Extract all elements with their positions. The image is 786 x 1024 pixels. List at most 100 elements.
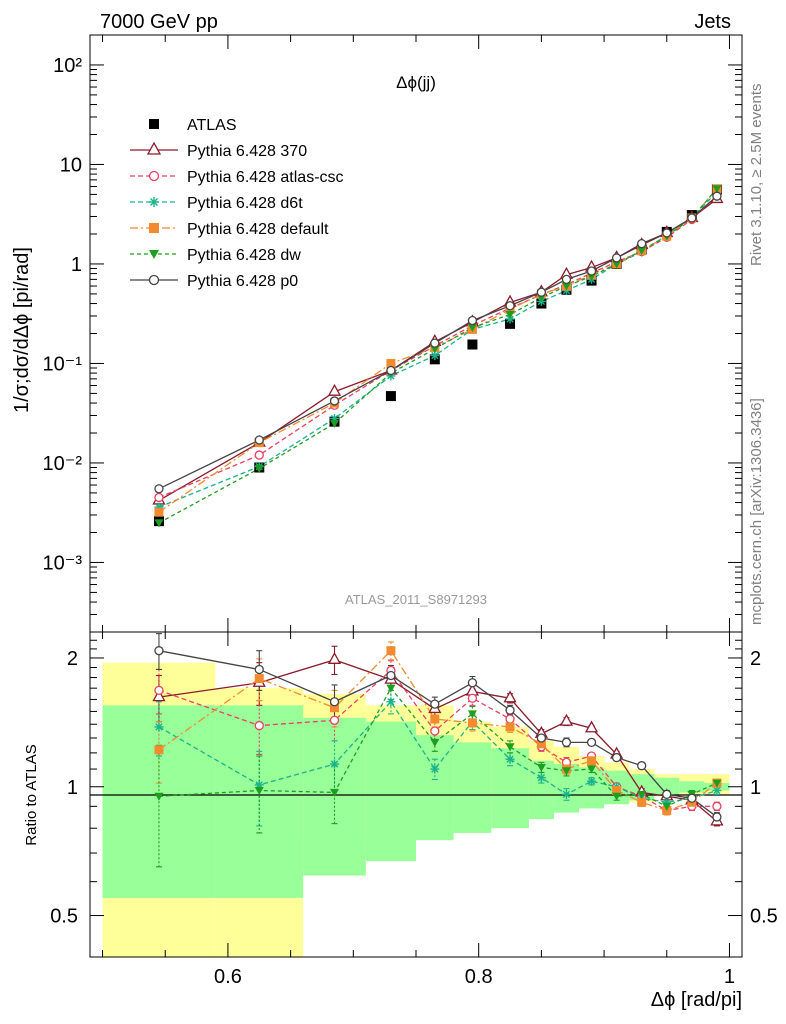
series-line-pythia-6-428-dw	[158, 188, 718, 524]
data-point-pythia-6-428-p0	[505, 301, 515, 311]
ratio-point-pythia-6-428-p0	[254, 664, 264, 675]
legend-label-atlas: ATLAS	[187, 117, 237, 134]
ratio-point-pythia-6-428-d6t	[587, 776, 597, 786]
ratio-tick-label-right: 0.5	[750, 906, 778, 928]
ratio-point-pythia-6-428-dw	[254, 787, 264, 796]
ratio-point-pythia-6-428-370	[503, 690, 517, 703]
ratio-point-pythia-6-428-p0	[662, 789, 672, 799]
ratio-point-pythia-6-428-dw	[712, 779, 722, 788]
y-tick-label: 10⁻¹	[43, 353, 83, 375]
y-axis-label: 1/σ;dσ/dΔϕ [pi/rad]	[11, 247, 33, 413]
plot-title: Δϕ(jj)	[396, 73, 436, 92]
ratio-point-pythia-6-428-atlas-csc	[254, 720, 264, 731]
data-point-pythia-6-428-p0	[254, 435, 264, 445]
data-point-pythia-6-428-p0	[687, 213, 697, 223]
data-point-pythia-6-428-p0	[467, 315, 478, 326]
ratio-point-pythia-6-428-dw	[154, 792, 164, 801]
ratio-point-pythia-6-428-d6t-stroke	[562, 790, 571, 798]
data-point-pythia-6-428-d6t-stroke	[431, 351, 439, 360]
legend-label-pythia-6-428-p0: Pythia 6.428 p0	[187, 273, 298, 290]
data-point-pythia-6-428-p0	[712, 191, 722, 201]
ratio-point-pythia-6-428-dw	[561, 767, 571, 776]
ratio-point-pythia-6-428-370	[327, 651, 342, 664]
ratio-point-pythia-6-428-p0	[637, 761, 647, 771]
ratio-point-pythia-6-428-d6t-stroke	[330, 760, 339, 768]
ratio-point-pythia-6-428-d6t	[430, 764, 440, 774]
x-tick-label: 0.6	[214, 966, 242, 988]
ratio-point-pythia-6-428-dw	[505, 743, 515, 752]
data-point-pythia-6-428-p0	[561, 274, 572, 285]
legend-marker-pythia-6-428-370	[146, 141, 162, 155]
legend-label-pythia-6-428-370: Pythia 6.428 370	[187, 143, 307, 160]
data-point-pythia-6-428-p0	[536, 287, 547, 297]
legend-marker-pythia-6-428-default	[149, 223, 159, 233]
legend-marker-pythia-6-428-atlas-csc	[148, 170, 160, 182]
ratio-point-pythia-6-428-default	[467, 718, 477, 728]
inner-band-bin	[579, 767, 605, 809]
data-point-pythia-6-428-dw	[430, 345, 440, 354]
ratio-point-pythia-6-428-p0	[329, 697, 340, 707]
ratio-point-pythia-6-428-d6t	[561, 789, 571, 799]
ratio-point-pythia-6-428-d6t	[536, 773, 546, 783]
ratio-point-pythia-6-428-atlas-csc	[712, 801, 722, 811]
ratio-point-pythia-6-428-d6t	[712, 786, 722, 796]
ratio-point-pythia-6-428-dw	[430, 738, 440, 747]
legend-label-pythia-6-428-default: Pythia 6.428 default	[187, 221, 329, 238]
ratio-point-pythia-6-428-default	[587, 756, 597, 766]
data-point-pythia-6-428-default	[154, 507, 164, 517]
ratio-point-pythia-6-428-d6t-stroke	[506, 755, 514, 763]
ratio-point-pythia-6-428-p0	[386, 670, 396, 681]
ratio-point-pythia-6-428-d6t	[505, 754, 515, 764]
ratio-point-pythia-6-428-d6t	[154, 722, 164, 732]
ratio-tick-label-right: 1	[750, 777, 761, 799]
ratio-point-pythia-6-428-atlas-csc	[329, 715, 340, 725]
data-point-pythia-6-428-default	[386, 358, 396, 368]
uncertainty-bands	[102, 662, 730, 957]
ratio-point-pythia-6-428-p0	[430, 699, 440, 709]
ratio-point-pythia-6-428-p0	[586, 737, 597, 747]
inner-band-bin	[453, 742, 492, 833]
data-point-pythia-6-428-dw	[254, 464, 264, 473]
y-tick-label: 10²	[53, 55, 82, 77]
ratio-point-pythia-6-428-d6t	[386, 697, 396, 707]
data-point-pythia-6-428-dw	[561, 282, 571, 291]
ratio-point-pythia-6-428-default	[612, 786, 622, 796]
ratio-point-pythia-6-428-p0	[561, 737, 572, 747]
legend-marker-atlas	[149, 119, 159, 129]
data-point-pythia-6-428-p0	[637, 238, 647, 249]
series-line-pythia-6-428-default	[158, 188, 718, 513]
data-point-pythia-6-428-370	[327, 383, 342, 396]
main-ticks: 10⁻³ 10⁻² 10⁻¹ 1 10 10²	[43, 34, 742, 633]
data-point-pythia-6-428-p0	[586, 266, 597, 276]
ratio-point-pythia-6-428-d6t-stroke	[255, 781, 263, 789]
ratio-point-pythia-6-428-d6t-stroke	[155, 723, 163, 731]
ratio-point-pythia-6-428-d6t-stroke	[431, 765, 439, 773]
main-panel: 10⁻³ 10⁻² 10⁻¹ 1 10 10² Δϕ(jj) ATLAS_2011_S89…	[43, 34, 743, 633]
ratio-point-pythia-6-428-dw	[330, 788, 339, 797]
ratio-point-pythia-6-428-atlas-csc	[505, 714, 515, 724]
ratio-point-pythia-6-428-p0	[536, 733, 547, 743]
ratio-point-pythia-6-428-p0	[505, 705, 515, 715]
x-tick-label: 1	[724, 966, 735, 988]
ratio-tick-label-left: 0.5	[50, 906, 78, 928]
data-point-atlas	[467, 339, 478, 350]
data-point-atlas	[505, 318, 516, 329]
ratio-point-pythia-6-428-dw	[536, 763, 546, 772]
ratio-point-pythia-6-428-dw	[637, 790, 647, 799]
data-point-atlas	[385, 391, 396, 402]
ratio-point-pythia-6-428-d6t-stroke	[713, 786, 721, 795]
ratio-point-pythia-6-428-p0	[467, 678, 478, 688]
side-label-mcplots: mcplots.cern.ch [arXiv:1306.3436]	[748, 398, 765, 625]
ratio-point-pythia-6-428-default	[254, 674, 264, 684]
inner-band-bin	[654, 777, 680, 797]
data-point-pythia-6-428-dw	[467, 323, 477, 332]
ratio-point-pythia-6-428-dw	[386, 684, 396, 693]
main-series	[152, 184, 724, 528]
ratio-tick-label-right: 2	[750, 648, 761, 670]
ratio-point-pythia-6-428-default	[536, 739, 546, 749]
data-point-pythia-6-428-p0	[329, 396, 340, 406]
data-point-pythia-6-428-p0	[611, 253, 622, 263]
ratio-panel: 0.5 0.5 1 1 2 2 0.6 0.8 1	[50, 631, 778, 988]
ratio-tick-label-left: 2	[67, 648, 78, 670]
ratio-point-pythia-6-428-default	[637, 797, 647, 807]
